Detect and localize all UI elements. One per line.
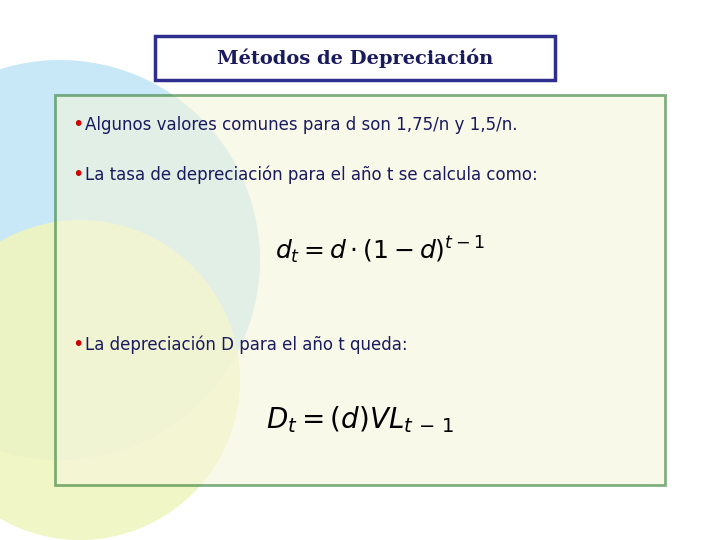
- Text: $d_t = d \cdot (1-d)^{t-1}$: $d_t = d \cdot (1-d)^{t-1}$: [275, 234, 485, 266]
- FancyBboxPatch shape: [55, 95, 665, 485]
- Text: Métodos de Depreciación: Métodos de Depreciación: [217, 48, 493, 68]
- Text: La tasa de depreciación para el año t se calcula como:: La tasa de depreciación para el año t se…: [85, 166, 538, 184]
- Text: •: •: [72, 116, 84, 134]
- Text: Algunos valores comunes para d son 1,75/n y 1,5/n.: Algunos valores comunes para d son 1,75/…: [85, 116, 518, 134]
- FancyBboxPatch shape: [155, 36, 555, 80]
- Wedge shape: [0, 60, 260, 460]
- Text: $D_t = (d)VL_{t\,-\,1}$: $D_t = (d)VL_{t\,-\,1}$: [266, 404, 454, 435]
- Text: •: •: [72, 335, 84, 354]
- Text: •: •: [72, 165, 84, 185]
- Wedge shape: [0, 220, 240, 540]
- Text: La depreciación D para el año t queda:: La depreciación D para el año t queda:: [85, 336, 408, 354]
